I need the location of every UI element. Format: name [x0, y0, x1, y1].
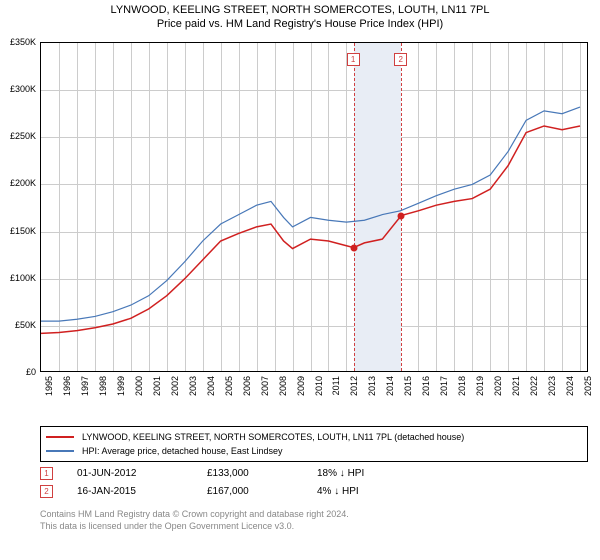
x-axis-label: 1998 [98, 376, 108, 406]
x-axis-label: 2006 [242, 376, 252, 406]
x-axis-label: 2013 [367, 376, 377, 406]
series-legend: LYNWOOD, KEELING STREET, NORTH SOMERCOTE… [40, 426, 588, 462]
table-delta: 4% ↓ HPI [317, 486, 407, 497]
x-axis-label: 2023 [547, 376, 557, 406]
marker-point [350, 244, 357, 251]
x-axis-label: 2001 [152, 376, 162, 406]
x-axis-label: 1995 [44, 376, 54, 406]
plot: 12 [40, 42, 588, 372]
x-axis-label: 2016 [421, 376, 431, 406]
legend-row: HPI: Average price, detached house, East… [46, 444, 582, 458]
chart-container: LYNWOOD, KEELING STREET, NORTH SOMERCOTE… [0, 0, 600, 560]
y-axis-label: £250K [0, 131, 36, 141]
legend-row: LYNWOOD, KEELING STREET, NORTH SOMERCOTE… [46, 430, 582, 444]
x-axis-label: 2004 [206, 376, 216, 406]
x-axis-label: 2020 [493, 376, 503, 406]
x-axis-label: 2009 [296, 376, 306, 406]
y-axis-label: £50K [0, 320, 36, 330]
x-axis-label: 2000 [134, 376, 144, 406]
x-axis-label: 2024 [565, 376, 575, 406]
x-axis-label: 2014 [385, 376, 395, 406]
legend-swatch [46, 450, 74, 451]
series-line [41, 126, 580, 333]
x-axis-label: 2021 [511, 376, 521, 406]
x-axis-label: 2002 [170, 376, 180, 406]
x-axis-label: 1997 [80, 376, 90, 406]
table-delta: 18% ↓ HPI [317, 468, 407, 479]
x-axis-label: 2019 [475, 376, 485, 406]
titles: LYNWOOD, KEELING STREET, NORTH SOMERCOTE… [0, 0, 600, 30]
legend-label: LYNWOOD, KEELING STREET, NORTH SOMERCOTE… [82, 432, 464, 442]
table-price: £167,000 [207, 486, 317, 497]
x-axis-label: 2003 [188, 376, 198, 406]
y-axis-label: £350K [0, 37, 36, 47]
y-axis-label: £300K [0, 84, 36, 94]
x-axis-label: 2011 [331, 376, 341, 406]
footer: Contains HM Land Registry data © Crown c… [40, 508, 349, 532]
table-row: 1 01-JUN-2012£133,00018% ↓ HPI [40, 464, 588, 482]
table-date: 01-JUN-2012 [77, 468, 207, 479]
legend-swatch [46, 436, 74, 438]
title-line-1: LYNWOOD, KEELING STREET, NORTH SOMERCOTE… [0, 4, 600, 16]
x-axis-label: 2012 [349, 376, 359, 406]
title-line-2: Price paid vs. HM Land Registry's House … [0, 18, 600, 30]
y-axis-label: £150K [0, 226, 36, 236]
footer-line-1: Contains HM Land Registry data © Crown c… [40, 508, 349, 520]
y-axis-label: £200K [0, 178, 36, 188]
chart-area: 12 £0 £50K £100K £150K £200K £250K £300K £350K 1… [0, 38, 600, 418]
x-axis-label: 1999 [116, 376, 126, 406]
table-marker-box: 1 [40, 467, 53, 480]
footer-line-2: This data is licensed under the Open Gov… [40, 520, 349, 532]
series-line [41, 107, 580, 321]
x-axis-label: 1996 [62, 376, 72, 406]
x-axis-label: 2017 [439, 376, 449, 406]
table-date: 16-JAN-2015 [77, 486, 207, 497]
table-marker-box: 2 [40, 485, 53, 498]
y-axis-label: £0 [0, 367, 36, 377]
x-axis-label: 2005 [224, 376, 234, 406]
x-axis-label: 2015 [403, 376, 413, 406]
y-axis-label: £100K [0, 273, 36, 283]
series-svg [41, 43, 589, 373]
marker-table: 1 01-JUN-2012£133,00018% ↓ HPI 2 16-JAN-201… [40, 464, 588, 500]
x-axis-label: 2022 [529, 376, 539, 406]
x-axis-label: 2018 [457, 376, 467, 406]
table-row: 2 16-JAN-2015£167,0004% ↓ HPI [40, 482, 588, 500]
x-axis-label: 2007 [260, 376, 270, 406]
marker-point [398, 212, 405, 219]
x-axis-label: 2010 [314, 376, 324, 406]
legend-label: HPI: Average price, detached house, East… [82, 446, 282, 456]
table-price: £133,000 [207, 468, 317, 479]
x-axis-label: 2025 [583, 376, 593, 406]
x-axis-label: 2008 [278, 376, 288, 406]
